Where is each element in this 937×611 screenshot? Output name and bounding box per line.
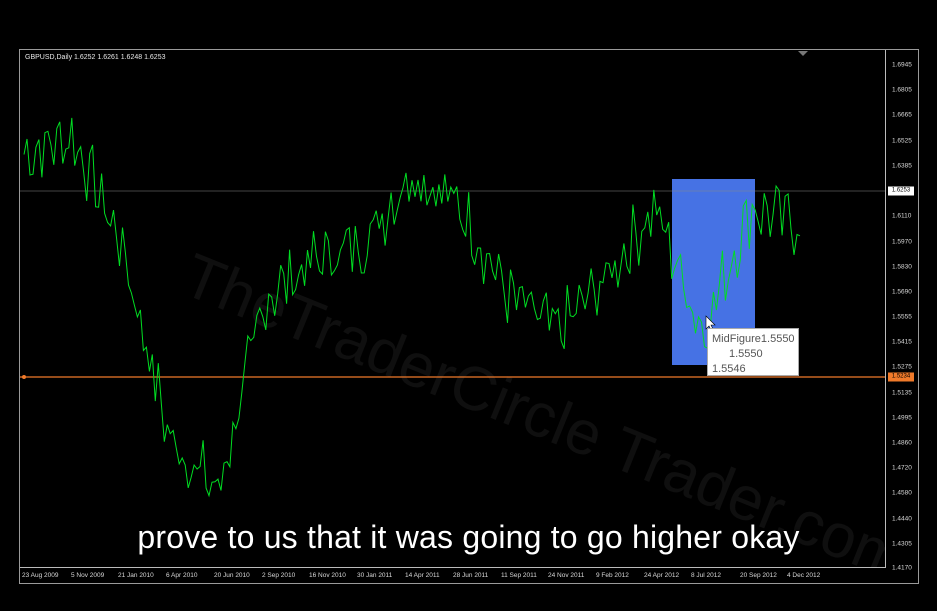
x-tick-label: 9 Feb 2012 xyxy=(596,572,629,579)
y-tick-label: 1.5970 xyxy=(892,238,912,246)
x-tick-label: 20 Jun 2010 xyxy=(214,572,250,579)
hline-handle-left xyxy=(22,375,26,379)
x-tick-label: 6 Apr 2010 xyxy=(166,572,198,579)
chart-plot-area[interactable]: TheTraderCircle Trader.com xyxy=(20,50,886,568)
y-tick-label: 1.6945 xyxy=(892,61,912,69)
x-tick-label: 16 Nov 2010 xyxy=(309,572,346,579)
x-tick-label: 2 Sep 2010 xyxy=(262,572,296,579)
y-tick-label: 1.6805 xyxy=(892,86,912,94)
y-tick-label: 1.5830 xyxy=(892,263,912,271)
y-tick-label: 1.6385 xyxy=(892,162,912,170)
y-tick-label: 1.4995 xyxy=(892,414,912,422)
y-tick-label: 1.6525 xyxy=(892,137,912,145)
y-tick-label: 1.5135 xyxy=(892,389,912,397)
x-tick-label: 24 Nov 2011 xyxy=(548,572,585,579)
x-tick-label: 8 Jul 2012 xyxy=(691,572,721,579)
y-tick-label: 1.4580 xyxy=(892,489,912,497)
price-chart[interactable] xyxy=(20,50,886,568)
y-tick-label: 1.5690 xyxy=(892,288,912,296)
hline-price-box: 1.5234 xyxy=(888,372,914,382)
tooltip-object-name: MidFigure1.5550 xyxy=(712,333,795,345)
tooltip-price-value: 1.5550 xyxy=(729,348,763,360)
chart-window[interactable]: TheTraderCircle Trader.com GBPUSD,Daily … xyxy=(19,49,919,584)
x-tick-label: 23 Aug 2009 xyxy=(22,572,59,579)
x-tick-label: 21 Jan 2010 xyxy=(118,572,154,579)
x-tick-label: 24 Apr 2012 xyxy=(644,572,680,579)
symbol-info-label: GBPUSD,Daily 1.6252 1.6261 1.6248 1.6253 xyxy=(25,54,166,61)
x-tick-label: 5 Nov 2009 xyxy=(71,572,105,579)
x-tick-label: 20 Sep 2012 xyxy=(740,572,777,579)
tooltip-cursor-price: 1.5546 xyxy=(712,363,746,375)
video-subtitle: prove to us that it was going to go high… xyxy=(137,519,800,555)
y-tick-label: 1.6110 xyxy=(892,212,912,220)
object-tooltip: MidFigure1.5550 1.5550 1.5546 xyxy=(707,328,799,376)
y-tick-label: 1.4170 xyxy=(892,564,912,572)
y-tick-label: 1.5275 xyxy=(892,363,912,371)
x-tick-label: 4 Dec 2012 xyxy=(787,572,821,579)
x-tick-label: 28 Jun 2011 xyxy=(453,572,489,579)
y-tick-label: 1.4720 xyxy=(892,464,912,472)
x-tick-label: 30 Jan 2011 xyxy=(357,572,393,579)
current-price-box: 1.6253 xyxy=(888,186,914,196)
y-tick-label: 1.5555 xyxy=(892,313,912,321)
y-tick-label: 1.5415 xyxy=(892,338,912,346)
chart-shift-marker-icon[interactable] xyxy=(798,51,808,56)
y-tick-label: 1.4305 xyxy=(892,540,912,548)
y-tick-label: 1.6665 xyxy=(892,111,912,119)
price-line-series xyxy=(23,117,801,498)
y-tick-label: 1.4860 xyxy=(892,439,912,447)
y-tick-label: 1.4440 xyxy=(892,515,912,523)
x-tick-label: 11 Sep 2011 xyxy=(501,572,537,579)
x-tick-label: 14 Apr 2011 xyxy=(405,572,440,579)
